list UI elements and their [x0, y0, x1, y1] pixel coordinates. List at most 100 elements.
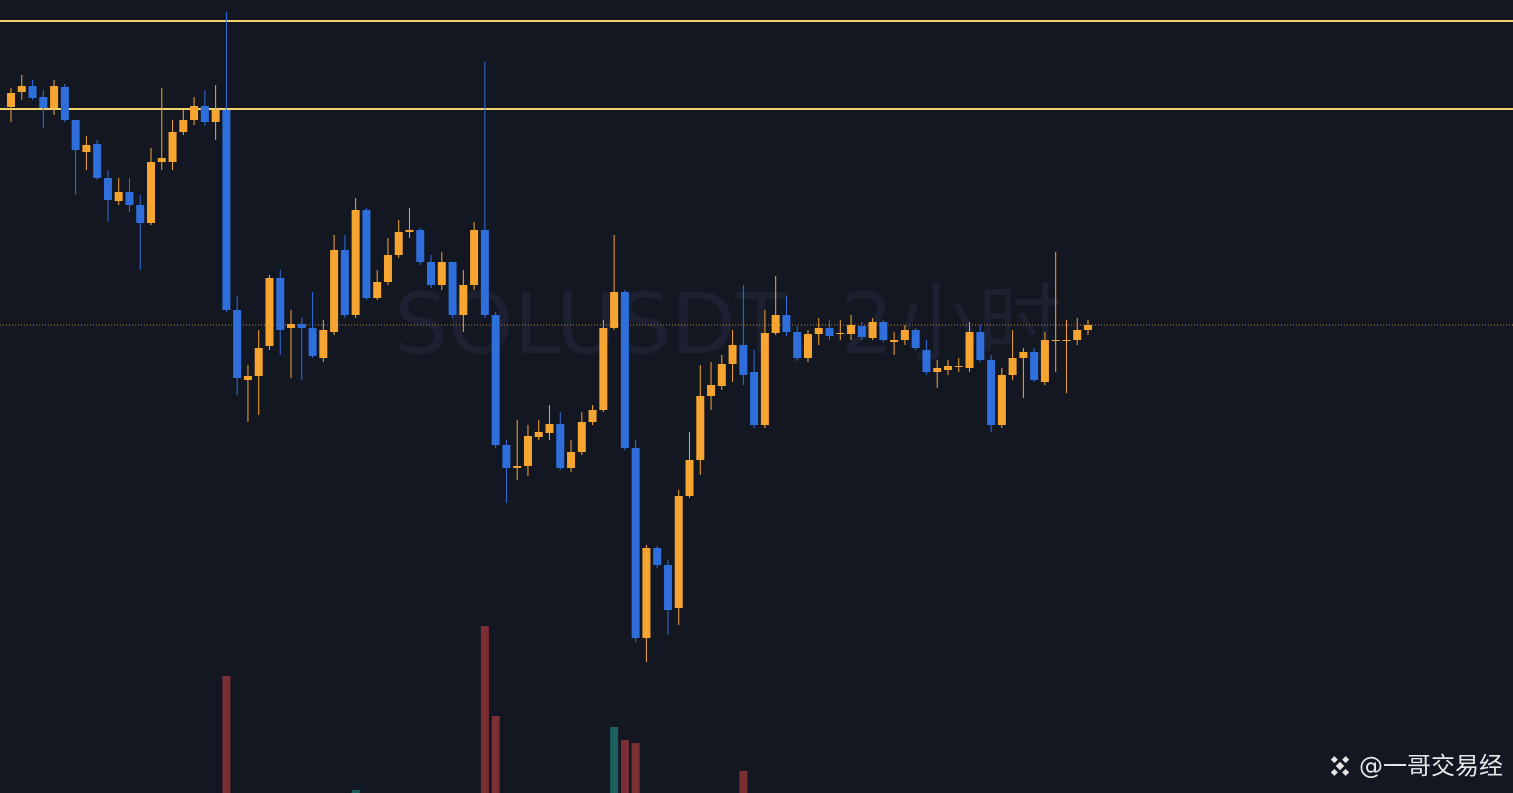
candle-body	[82, 145, 91, 152]
candle-body	[243, 376, 252, 380]
candle-body	[534, 432, 543, 437]
candle-body	[265, 278, 274, 346]
candle-body	[599, 328, 608, 410]
candle-body	[1051, 340, 1060, 341]
candle-body	[330, 250, 339, 332]
candle-body	[868, 322, 877, 338]
candle-body	[373, 282, 382, 298]
candle-body	[459, 285, 468, 315]
candle-body	[157, 158, 166, 162]
volume-bar	[620, 740, 629, 793]
candle-body	[362, 210, 371, 298]
candle-body	[631, 448, 640, 638]
candle-body	[394, 232, 403, 255]
candle-body	[653, 548, 662, 565]
volume-bar	[480, 626, 489, 793]
candle-body	[1030, 352, 1039, 380]
candle-body	[545, 424, 554, 433]
candle-body	[297, 324, 306, 328]
volume-bar	[631, 743, 640, 793]
candle-body	[943, 366, 952, 370]
candle-body	[7, 93, 15, 107]
candle-body	[1040, 340, 1049, 382]
candle-body	[793, 332, 802, 358]
candle-body	[351, 210, 360, 315]
candle-body	[674, 496, 683, 608]
candle-body	[685, 460, 694, 496]
candle-body	[760, 333, 769, 425]
candle-body	[254, 348, 263, 376]
candle-body	[900, 330, 909, 340]
candle-body	[513, 466, 522, 468]
candle-body	[480, 230, 489, 315]
candle-body	[125, 192, 134, 205]
candle-body	[416, 230, 425, 262]
credit: @一哥交易经	[1359, 752, 1503, 780]
candle-body	[857, 326, 866, 337]
candle-body	[287, 324, 296, 328]
candle-body	[17, 86, 26, 92]
candle-body	[663, 565, 672, 610]
candle-body	[1008, 358, 1017, 375]
candle-body	[233, 310, 242, 378]
candle-body	[319, 330, 328, 358]
candle-body	[997, 375, 1006, 425]
candle-body	[620, 292, 629, 448]
candle-body	[383, 255, 392, 282]
volume-bar	[491, 716, 500, 793]
candle-body	[728, 345, 737, 364]
candle-body	[1084, 325, 1092, 330]
candle-body	[922, 350, 931, 372]
candle-body	[39, 97, 48, 108]
candle-body	[965, 332, 974, 368]
candle-body	[405, 230, 414, 232]
candle-body	[60, 87, 69, 120]
volume-bar	[610, 727, 619, 793]
candle-body	[610, 292, 619, 328]
candle-body	[771, 315, 780, 333]
candle-body	[879, 322, 888, 340]
candle-body	[222, 110, 231, 310]
candle-body	[717, 364, 726, 386]
candle-body	[556, 424, 565, 468]
candle-body	[28, 86, 37, 98]
candle-body	[200, 106, 209, 122]
candle-body	[114, 192, 123, 201]
candle-body	[502, 445, 511, 468]
candle-body	[427, 262, 436, 285]
candle-body	[470, 230, 479, 285]
candle-body	[739, 345, 748, 375]
candle-body	[448, 262, 457, 315]
candle-body	[491, 315, 500, 445]
candle-body	[890, 340, 899, 342]
candle-body	[1019, 352, 1028, 358]
candle-body	[179, 120, 188, 132]
candle-body	[1062, 340, 1071, 341]
candle-body	[954, 366, 963, 367]
plot	[0, 12, 1513, 793]
candle-body	[847, 325, 856, 334]
candle-body	[1073, 330, 1082, 340]
candle-body	[71, 120, 80, 150]
candle-body	[911, 330, 920, 348]
candle-body	[437, 262, 446, 285]
candle-body	[168, 132, 177, 162]
candle-body	[987, 360, 996, 425]
candle-body	[103, 178, 112, 200]
candle-body	[803, 334, 812, 358]
volume-bar	[351, 790, 360, 793]
candle-body	[588, 410, 597, 422]
candle-body	[836, 333, 845, 334]
candle-body	[567, 452, 576, 468]
candle-body	[707, 385, 716, 396]
candle-body	[933, 368, 942, 372]
candle-body	[50, 86, 59, 108]
candle-body	[825, 328, 834, 336]
candle-body	[696, 396, 705, 460]
volume-bar	[739, 771, 748, 793]
volume-bar	[222, 676, 231, 793]
candle-body	[340, 250, 349, 315]
candle-body	[276, 278, 285, 330]
candle-body	[190, 106, 199, 120]
